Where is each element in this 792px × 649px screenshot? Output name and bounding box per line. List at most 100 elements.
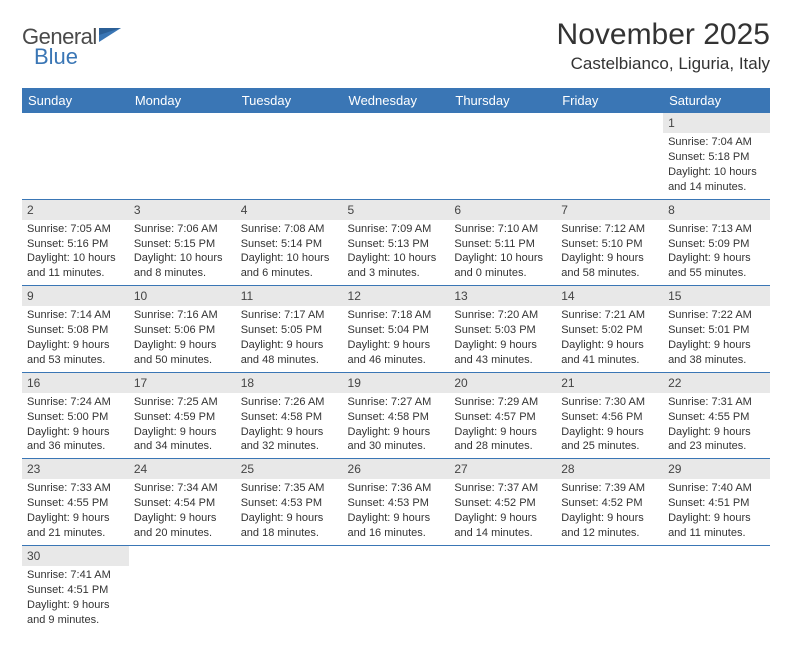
day-line: Sunrise: 7:04 AM [668, 135, 765, 150]
day-body: Sunrise: 7:04 AMSunset: 5:18 PMDaylight:… [663, 133, 770, 198]
day-body: Sunrise: 7:14 AMSunset: 5:08 PMDaylight:… [22, 306, 129, 371]
day-line: and 50 minutes. [134, 353, 231, 368]
calendar-cell: 30Sunrise: 7:41 AMSunset: 4:51 PMDayligh… [22, 545, 129, 631]
calendar-cell: 16Sunrise: 7:24 AMSunset: 5:00 PMDayligh… [22, 372, 129, 459]
day-line: Sunrise: 7:29 AM [454, 395, 551, 410]
calendar-body: 1Sunrise: 7:04 AMSunset: 5:18 PMDaylight… [22, 113, 770, 631]
day-line: Sunrise: 7:24 AM [27, 395, 124, 410]
day-line: Sunrise: 7:09 AM [348, 222, 445, 237]
day-line: Sunrise: 7:17 AM [241, 308, 338, 323]
day-line: Sunrise: 7:08 AM [241, 222, 338, 237]
day-number: 19 [343, 373, 450, 393]
calendar-cell [343, 545, 450, 631]
day-line: and 36 minutes. [27, 439, 124, 454]
day-line: Daylight: 9 hours [134, 511, 231, 526]
calendar-cell: 2Sunrise: 7:05 AMSunset: 5:16 PMDaylight… [22, 199, 129, 286]
day-line: Daylight: 9 hours [241, 425, 338, 440]
calendar-cell [343, 113, 450, 199]
day-line: and 34 minutes. [134, 439, 231, 454]
calendar-row: 30Sunrise: 7:41 AMSunset: 4:51 PMDayligh… [22, 545, 770, 631]
day-line: and 41 minutes. [561, 353, 658, 368]
day-number: 20 [449, 373, 556, 393]
day-line: Sunset: 5:08 PM [27, 323, 124, 338]
day-line: Daylight: 9 hours [134, 425, 231, 440]
day-line: Sunrise: 7:27 AM [348, 395, 445, 410]
calendar-cell [236, 113, 343, 199]
day-number: 25 [236, 459, 343, 479]
day-line: Daylight: 9 hours [668, 338, 765, 353]
day-line: and 11 minutes. [668, 526, 765, 541]
location: Castelbianco, Liguria, Italy [557, 54, 770, 74]
day-line: Sunset: 4:52 PM [561, 496, 658, 511]
day-line: and 8 minutes. [134, 266, 231, 281]
day-body: Sunrise: 7:16 AMSunset: 5:06 PMDaylight:… [129, 306, 236, 371]
day-line: and 28 minutes. [454, 439, 551, 454]
logo-flag-icon [99, 26, 125, 49]
day-body: Sunrise: 7:25 AMSunset: 4:59 PMDaylight:… [129, 393, 236, 458]
day-number: 30 [22, 546, 129, 566]
weekday-header: Tuesday [236, 88, 343, 113]
day-body: Sunrise: 7:09 AMSunset: 5:13 PMDaylight:… [343, 220, 450, 285]
calendar-cell: 15Sunrise: 7:22 AMSunset: 5:01 PMDayligh… [663, 286, 770, 373]
day-line: Sunset: 5:11 PM [454, 237, 551, 252]
day-line: Sunrise: 7:18 AM [348, 308, 445, 323]
day-number: 6 [449, 200, 556, 220]
day-line: Sunset: 4:51 PM [27, 583, 124, 598]
day-number: 29 [663, 459, 770, 479]
day-number: 27 [449, 459, 556, 479]
day-line: Daylight: 10 hours [134, 251, 231, 266]
day-body: Sunrise: 7:21 AMSunset: 5:02 PMDaylight:… [556, 306, 663, 371]
day-line: Sunset: 4:58 PM [241, 410, 338, 425]
title-block: November 2025 Castelbianco, Liguria, Ita… [557, 18, 770, 74]
day-line: Daylight: 10 hours [454, 251, 551, 266]
calendar-cell: 22Sunrise: 7:31 AMSunset: 4:55 PMDayligh… [663, 372, 770, 459]
calendar-cell: 27Sunrise: 7:37 AMSunset: 4:52 PMDayligh… [449, 459, 556, 546]
day-line: Sunset: 4:54 PM [134, 496, 231, 511]
day-body: Sunrise: 7:10 AMSunset: 5:11 PMDaylight:… [449, 220, 556, 285]
day-line: and 14 minutes. [668, 180, 765, 195]
day-line: Daylight: 9 hours [134, 338, 231, 353]
calendar-cell: 7Sunrise: 7:12 AMSunset: 5:10 PMDaylight… [556, 199, 663, 286]
calendar-row: 2Sunrise: 7:05 AMSunset: 5:16 PMDaylight… [22, 199, 770, 286]
calendar-cell: 9Sunrise: 7:14 AMSunset: 5:08 PMDaylight… [22, 286, 129, 373]
day-line: Sunset: 4:58 PM [348, 410, 445, 425]
day-line: and 20 minutes. [134, 526, 231, 541]
calendar-row: 1Sunrise: 7:04 AMSunset: 5:18 PMDaylight… [22, 113, 770, 199]
day-line: Sunset: 5:13 PM [348, 237, 445, 252]
day-body: Sunrise: 7:20 AMSunset: 5:03 PMDaylight:… [449, 306, 556, 371]
calendar-cell: 20Sunrise: 7:29 AMSunset: 4:57 PMDayligh… [449, 372, 556, 459]
day-line: Sunset: 4:55 PM [27, 496, 124, 511]
day-line: Sunrise: 7:10 AM [454, 222, 551, 237]
day-number: 28 [556, 459, 663, 479]
header: General November 2025 Castelbianco, Ligu… [22, 18, 770, 74]
month-title: November 2025 [557, 18, 770, 52]
day-line: and 43 minutes. [454, 353, 551, 368]
calendar-cell: 17Sunrise: 7:25 AMSunset: 4:59 PMDayligh… [129, 372, 236, 459]
day-line: Sunrise: 7:14 AM [27, 308, 124, 323]
calendar-cell [556, 545, 663, 631]
day-line: Sunrise: 7:41 AM [27, 568, 124, 583]
day-line: Daylight: 9 hours [27, 425, 124, 440]
day-line: Sunrise: 7:37 AM [454, 481, 551, 496]
calendar-cell: 12Sunrise: 7:18 AMSunset: 5:04 PMDayligh… [343, 286, 450, 373]
day-number: 14 [556, 286, 663, 306]
day-line: Sunrise: 7:35 AM [241, 481, 338, 496]
day-line: Sunrise: 7:05 AM [27, 222, 124, 237]
day-line: and 11 minutes. [27, 266, 124, 281]
day-body: Sunrise: 7:18 AMSunset: 5:04 PMDaylight:… [343, 306, 450, 371]
day-line: Daylight: 10 hours [241, 251, 338, 266]
day-line: Daylight: 9 hours [27, 338, 124, 353]
day-body: Sunrise: 7:06 AMSunset: 5:15 PMDaylight:… [129, 220, 236, 285]
calendar-cell: 25Sunrise: 7:35 AMSunset: 4:53 PMDayligh… [236, 459, 343, 546]
day-number: 23 [22, 459, 129, 479]
day-body: Sunrise: 7:35 AMSunset: 4:53 PMDaylight:… [236, 479, 343, 544]
day-body: Sunrise: 7:12 AMSunset: 5:10 PMDaylight:… [556, 220, 663, 285]
day-number: 8 [663, 200, 770, 220]
day-line: Daylight: 9 hours [561, 251, 658, 266]
day-line: and 48 minutes. [241, 353, 338, 368]
day-body: Sunrise: 7:34 AMSunset: 4:54 PMDaylight:… [129, 479, 236, 544]
calendar-cell [556, 113, 663, 199]
day-line: and 14 minutes. [454, 526, 551, 541]
day-line: Daylight: 9 hours [348, 338, 445, 353]
calendar-cell [236, 545, 343, 631]
